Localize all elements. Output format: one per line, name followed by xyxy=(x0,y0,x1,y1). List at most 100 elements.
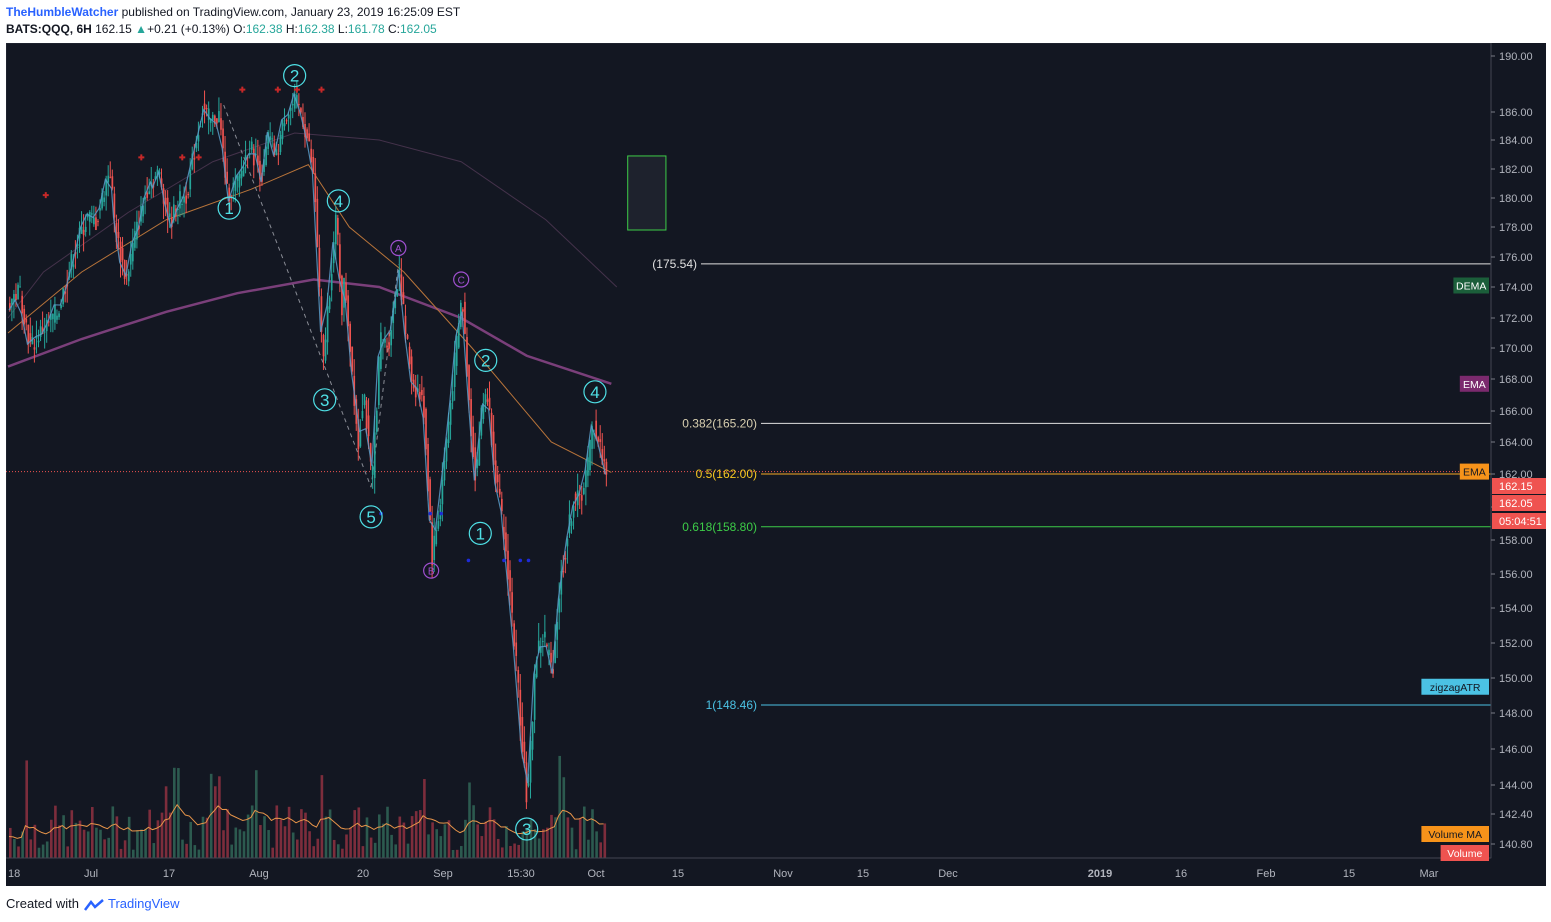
candle xyxy=(517,669,520,683)
fib-label: (175.54) xyxy=(652,257,697,271)
fib-label: 0.5(162.00) xyxy=(696,467,757,481)
cross-marker xyxy=(318,86,325,93)
high-value: 162.38 xyxy=(297,22,335,36)
candle xyxy=(511,592,513,613)
low-value: 161.78 xyxy=(347,22,385,36)
volume-bar xyxy=(320,775,324,858)
price-tick-label: 176.00 xyxy=(1499,252,1533,264)
candle xyxy=(564,557,567,560)
volume-bar xyxy=(140,829,143,858)
volume-bar xyxy=(587,839,590,858)
candle xyxy=(189,169,192,190)
volume-bar xyxy=(406,843,410,858)
chart-svg[interactable]: (175.54) 0.382(165.20) 0.5(162.00) 0.618(15… xyxy=(5,42,1546,886)
price-tick-label: 178.00 xyxy=(1499,222,1533,234)
candle xyxy=(222,128,224,149)
wave-label-circle xyxy=(390,239,407,257)
candle xyxy=(388,342,390,349)
volume-bar xyxy=(369,837,373,858)
volume-bar xyxy=(505,826,508,858)
volume-bar xyxy=(583,806,586,858)
candle xyxy=(349,323,351,352)
candle xyxy=(378,356,380,406)
volume-bar xyxy=(525,829,529,858)
candle xyxy=(554,641,556,663)
wave-label: 2 xyxy=(290,67,299,86)
volume-bar xyxy=(345,834,348,858)
volume-bar xyxy=(558,755,561,858)
candle xyxy=(386,345,388,348)
candle xyxy=(359,431,362,447)
cross-marker xyxy=(195,154,202,161)
price-tick-label: 148.00 xyxy=(1499,708,1533,720)
candle xyxy=(572,505,575,518)
candle xyxy=(148,191,151,195)
candle xyxy=(421,389,423,396)
candle xyxy=(410,356,413,382)
volume-bar xyxy=(33,824,37,858)
created-with-text: Created with xyxy=(6,896,79,911)
time-tick-label: Mar xyxy=(1420,868,1439,880)
price-tick-label: 144.00 xyxy=(1499,780,1533,792)
volume-bar xyxy=(570,827,574,858)
candle xyxy=(306,129,308,139)
candle xyxy=(86,214,89,218)
candle xyxy=(474,447,477,481)
candle xyxy=(142,205,144,217)
volume-bar xyxy=(460,846,463,858)
candle xyxy=(330,274,333,291)
time-tick-label: 15 xyxy=(857,868,869,880)
candle xyxy=(103,197,105,202)
candle xyxy=(445,439,448,462)
volume-bar xyxy=(447,820,451,858)
candle xyxy=(351,346,354,372)
candle xyxy=(37,340,40,343)
candle xyxy=(470,399,472,437)
candle xyxy=(566,538,569,547)
volume-bar xyxy=(304,812,307,858)
cross-marker xyxy=(239,86,246,93)
candle xyxy=(257,155,259,166)
candle xyxy=(191,153,194,170)
candle xyxy=(291,103,294,106)
candle xyxy=(414,386,417,398)
tradingview-link[interactable]: TradingView xyxy=(108,896,180,911)
candle xyxy=(369,443,372,462)
candle xyxy=(371,465,374,475)
candle xyxy=(29,333,32,342)
candle xyxy=(525,762,528,803)
wave-label-circle xyxy=(359,505,383,529)
volume-bar xyxy=(566,817,570,858)
indicator-tag-bg xyxy=(1459,375,1489,392)
candle xyxy=(591,425,593,449)
volume-bar xyxy=(86,831,90,858)
candle xyxy=(453,352,456,388)
volume-bar xyxy=(542,829,545,858)
candle xyxy=(449,402,452,425)
author-link[interactable]: TheHumbleWatcher xyxy=(6,5,119,19)
candle xyxy=(275,149,278,156)
dot-marker xyxy=(518,558,523,563)
candle xyxy=(583,488,585,495)
candle xyxy=(277,153,280,155)
chart-area[interactable]: (175.54) 0.382(165.20) 0.5(162.00) 0.618(15… xyxy=(5,42,1546,886)
candle xyxy=(113,193,116,218)
candle xyxy=(539,646,542,653)
candle xyxy=(95,217,97,231)
volume-bar xyxy=(283,826,287,858)
candle xyxy=(179,191,181,209)
candle xyxy=(433,535,436,561)
candle xyxy=(259,160,261,180)
candle xyxy=(345,282,347,301)
candle xyxy=(224,151,226,178)
volume-bar xyxy=(386,806,389,858)
candle xyxy=(501,498,503,512)
candle xyxy=(168,213,171,218)
volume-bar xyxy=(419,810,422,858)
candle xyxy=(156,169,159,178)
candle xyxy=(250,141,253,150)
candle xyxy=(503,526,505,540)
volume-bar xyxy=(230,844,233,858)
candle xyxy=(455,336,458,366)
wave-label-circle xyxy=(217,196,241,220)
